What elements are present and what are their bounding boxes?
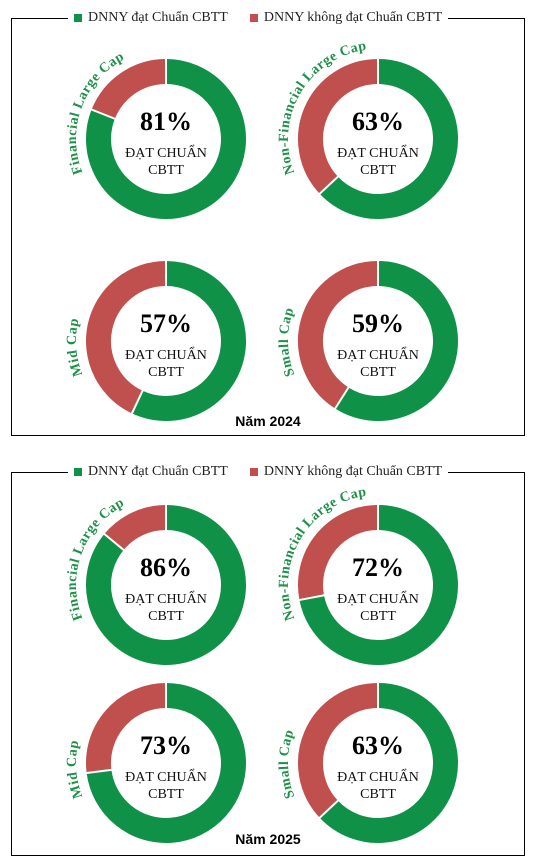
ring-caption-line2: CBTT bbox=[360, 787, 396, 802]
slice-pass bbox=[86, 59, 246, 219]
ring-caption: ĐẠT CHUẨN CBTT bbox=[76, 769, 256, 803]
series-name-label: Mid Cap bbox=[65, 739, 86, 800]
donut-non-financial-large-cap: Non-Financial Large Cap 63% ĐẠT CHUẨN CBTT bbox=[277, 39, 468, 229]
series-name-text: Small Cap bbox=[277, 728, 298, 801]
series-name-text: Small Cap bbox=[277, 306, 298, 379]
legend-label-pass: DNNY đạt Chuẩn CBTT bbox=[88, 464, 228, 479]
donut-svg: Small Cap bbox=[277, 260, 458, 421]
donut-non-financial-large-cap: Non-Financial Large Cap 72% ĐẠT CHUẨN CBTT bbox=[277, 485, 468, 675]
percent-label: 59% bbox=[352, 309, 404, 338]
ring-caption-line2: CBTT bbox=[148, 609, 184, 624]
legend-item-fail: DNNY không đạt Chuẩn CBTT bbox=[249, 10, 443, 26]
ring-caption-line1: ĐẠT CHUẨN bbox=[337, 348, 419, 363]
donut-svg: Non-Financial Large Cap bbox=[277, 39, 458, 219]
ring-caption-line1: ĐẠT CHUẨN bbox=[125, 146, 207, 161]
donut-small-cap: Small Cap 59% ĐẠT CHUẨN CBTT bbox=[277, 251, 468, 431]
slice-separator bbox=[318, 175, 340, 196]
percent-label: 57% bbox=[140, 309, 192, 338]
legend: DNNY đạt Chuẩn CBTT DNNY không đạt Chuẩn… bbox=[68, 10, 449, 26]
legend-swatch-pass bbox=[74, 14, 82, 22]
slice-pass bbox=[86, 505, 246, 665]
ring-caption: ĐẠT CHUẨN CBTT bbox=[288, 145, 468, 179]
legend: DNNY đạt Chuẩn CBTT DNNY không đạt Chuẩn… bbox=[68, 464, 449, 480]
slice-pass bbox=[319, 59, 458, 219]
legend-label-fail: DNNY không đạt Chuẩn CBTT bbox=[263, 10, 443, 25]
ring-caption-line1: ĐẠT CHUẨN bbox=[125, 348, 207, 363]
slice-fail bbox=[298, 683, 379, 818]
ring-caption-line2: CBTT bbox=[360, 163, 396, 178]
percent-label: 81% bbox=[140, 107, 192, 136]
donut-financial-large-cap: Financial Large Cap 81% ĐẠT CHUẨN CBTT bbox=[65, 49, 256, 229]
slice-separator bbox=[85, 768, 113, 775]
percent-label: 86% bbox=[140, 553, 192, 582]
ring-caption-line2: CBTT bbox=[148, 163, 184, 178]
donut-mid-cap: Mid Cap 73% ĐẠT CHUẨN CBTT bbox=[65, 673, 256, 853]
slice-pass bbox=[335, 261, 458, 421]
legend-item-fail: DNNY không đạt Chuẩn CBTT bbox=[249, 464, 443, 480]
legend-swatch-fail bbox=[249, 14, 258, 22]
legend-item-pass: DNNY đạt Chuẩn CBTT bbox=[74, 10, 228, 26]
slice-separator bbox=[102, 532, 126, 552]
series-name-label: Small Cap bbox=[277, 728, 298, 801]
slice-separator bbox=[298, 594, 326, 602]
donut-mid-cap: Mid Cap 57% ĐẠT CHUẨN CBTT bbox=[65, 251, 256, 431]
slice-pass bbox=[319, 683, 458, 843]
series-name-label: Mid Cap bbox=[65, 317, 86, 378]
percent-label: 73% bbox=[140, 731, 192, 760]
slice-separator bbox=[90, 108, 117, 121]
ring-caption-line2: CBTT bbox=[360, 609, 396, 624]
ring-caption: ĐẠT CHUẨN CBTT bbox=[288, 591, 468, 625]
donut-svg: Non-Financial Large Cap bbox=[277, 485, 458, 665]
series-name-label: Small Cap bbox=[277, 306, 298, 379]
ring-caption-line1: ĐẠT CHUẨN bbox=[337, 770, 419, 785]
donut-financial-large-cap: Financial Large Cap 86% ĐẠT CHUẨN CBTT bbox=[65, 495, 256, 675]
ring-caption: ĐẠT CHUẨN CBTT bbox=[76, 591, 256, 625]
ring-caption-line1: ĐẠT CHUẨN bbox=[125, 770, 207, 785]
chart-title-2025: Năm 2025 bbox=[235, 831, 301, 847]
slice-fail bbox=[298, 261, 379, 409]
slice-separator bbox=[318, 799, 340, 820]
slice-pass bbox=[299, 505, 458, 665]
donut-svg: Small Cap bbox=[277, 682, 458, 843]
slice-fail bbox=[91, 59, 167, 120]
legend-label-pass: DNNY đạt Chuẩn CBTT bbox=[88, 10, 228, 25]
slice-fail bbox=[86, 261, 167, 414]
donut-small-cap: Small Cap 63% ĐẠT CHUẨN CBTT bbox=[277, 673, 468, 853]
ring-caption: ĐẠT CHUẨN CBTT bbox=[76, 347, 256, 381]
chart-panel-2025: DNNY đạt Chuẩn CBTT DNNY không đạt Chuẩn… bbox=[11, 464, 525, 856]
percent-label: 63% bbox=[352, 731, 404, 760]
donut-svg: Financial Large Cap bbox=[65, 495, 246, 665]
series-name-text: Mid Cap bbox=[65, 739, 86, 800]
slice-fail bbox=[298, 505, 379, 600]
slice-fail bbox=[86, 683, 167, 774]
donut-svg: Mid Cap bbox=[65, 682, 246, 843]
ring-caption-line1: ĐẠT CHUẨN bbox=[337, 146, 419, 161]
chart-panel-2024: DNNY đạt Chuẩn CBTT DNNY không đạt Chuẩn… bbox=[11, 10, 525, 436]
series-name-text: Mid Cap bbox=[65, 317, 86, 378]
legend-swatch-pass bbox=[74, 468, 82, 476]
ring-caption: ĐẠT CHUẨN CBTT bbox=[288, 769, 468, 803]
donut-svg: Financial Large Cap bbox=[65, 49, 246, 219]
slice-separator bbox=[130, 389, 144, 415]
legend-item-pass: DNNY đạt Chuẩn CBTT bbox=[74, 464, 228, 480]
chart-title-2024: Năm 2024 bbox=[235, 413, 301, 429]
percent-label: 72% bbox=[352, 553, 404, 582]
ring-caption-line2: CBTT bbox=[360, 365, 396, 380]
legend-swatch-fail bbox=[249, 468, 258, 476]
ring-caption-line1: ĐẠT CHUẨN bbox=[337, 592, 419, 607]
ring-caption: ĐẠT CHUẨN CBTT bbox=[76, 145, 256, 179]
ring-caption-line2: CBTT bbox=[148, 365, 184, 380]
slice-pass bbox=[86, 683, 246, 843]
ring-caption-line1: ĐẠT CHUẨN bbox=[125, 592, 207, 607]
percent-label: 63% bbox=[352, 107, 404, 136]
slice-fail bbox=[104, 505, 167, 551]
slice-fail bbox=[298, 59, 379, 194]
slice-separator bbox=[333, 386, 350, 410]
slice-pass bbox=[131, 261, 246, 421]
donut-svg: Mid Cap bbox=[65, 260, 246, 421]
legend-label-fail: DNNY không đạt Chuẩn CBTT bbox=[263, 464, 443, 479]
ring-caption: ĐẠT CHUẨN CBTT bbox=[288, 347, 468, 381]
ring-caption-line2: CBTT bbox=[148, 787, 184, 802]
